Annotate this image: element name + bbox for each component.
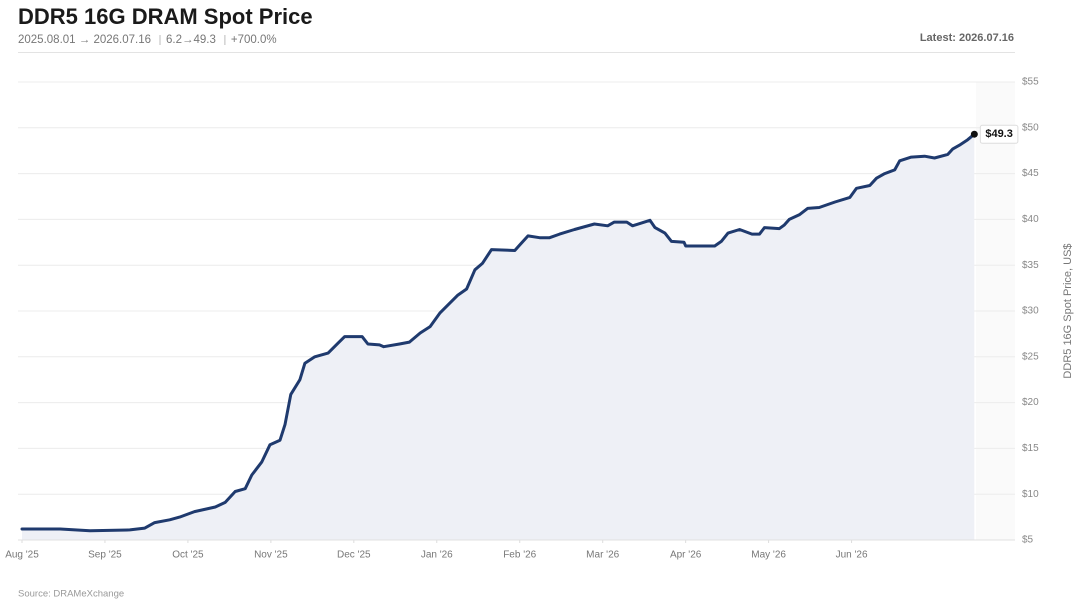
- subtitle-part: 6.2→49.3: [166, 34, 216, 46]
- end-label: $49.3: [985, 128, 1013, 140]
- end-point: [970, 130, 978, 138]
- x-tick-label: Feb '26: [503, 550, 536, 561]
- subtitle-part: +700.0%: [231, 34, 277, 46]
- y-tick-label: $10: [1022, 489, 1039, 500]
- x-tick-label: Jan '26: [421, 550, 453, 561]
- x-tick-label: May '26: [751, 550, 786, 561]
- x-tick-label: Sep '25: [88, 550, 122, 561]
- y-tick-label: $5: [1022, 535, 1034, 546]
- y-tick-label: $25: [1022, 351, 1039, 362]
- y-tick-label: $55: [1022, 77, 1039, 88]
- subtitle-part: 2025.08.01 → 2026.07.16: [18, 34, 151, 46]
- x-tick-label: Mar '26: [586, 550, 619, 561]
- x-tick-label: Dec '25: [337, 550, 371, 561]
- latest-date: Latest: 2026.07.16: [920, 32, 1014, 44]
- x-tick-label: Oct '25: [172, 550, 204, 561]
- y-axis-label: DDR5 16G Spot Price, US$: [1062, 243, 1074, 378]
- x-tick-label: Nov '25: [254, 550, 288, 561]
- y-tick-label: $15: [1022, 443, 1039, 454]
- end-label-box: [979, 124, 1019, 144]
- y-tick-label: $35: [1022, 260, 1039, 271]
- x-tick-label: Jun '26: [836, 550, 868, 561]
- y-tick-label: $45: [1022, 168, 1039, 179]
- x-tick-label: Aug '25: [5, 550, 39, 561]
- x-tick-label: Apr '26: [670, 550, 702, 561]
- area-fill: [22, 134, 975, 540]
- price-line: [20, 132, 976, 533]
- chart-title: DDR5 16G DRAM Spot Price: [18, 4, 313, 29]
- y-tick-label: $30: [1022, 306, 1039, 317]
- source: Source: DRAMeXchange: [18, 589, 124, 600]
- y-tick-label: $40: [1022, 214, 1039, 225]
- y-tick-label: $20: [1022, 397, 1039, 408]
- y-tick-label: $50: [1022, 122, 1039, 133]
